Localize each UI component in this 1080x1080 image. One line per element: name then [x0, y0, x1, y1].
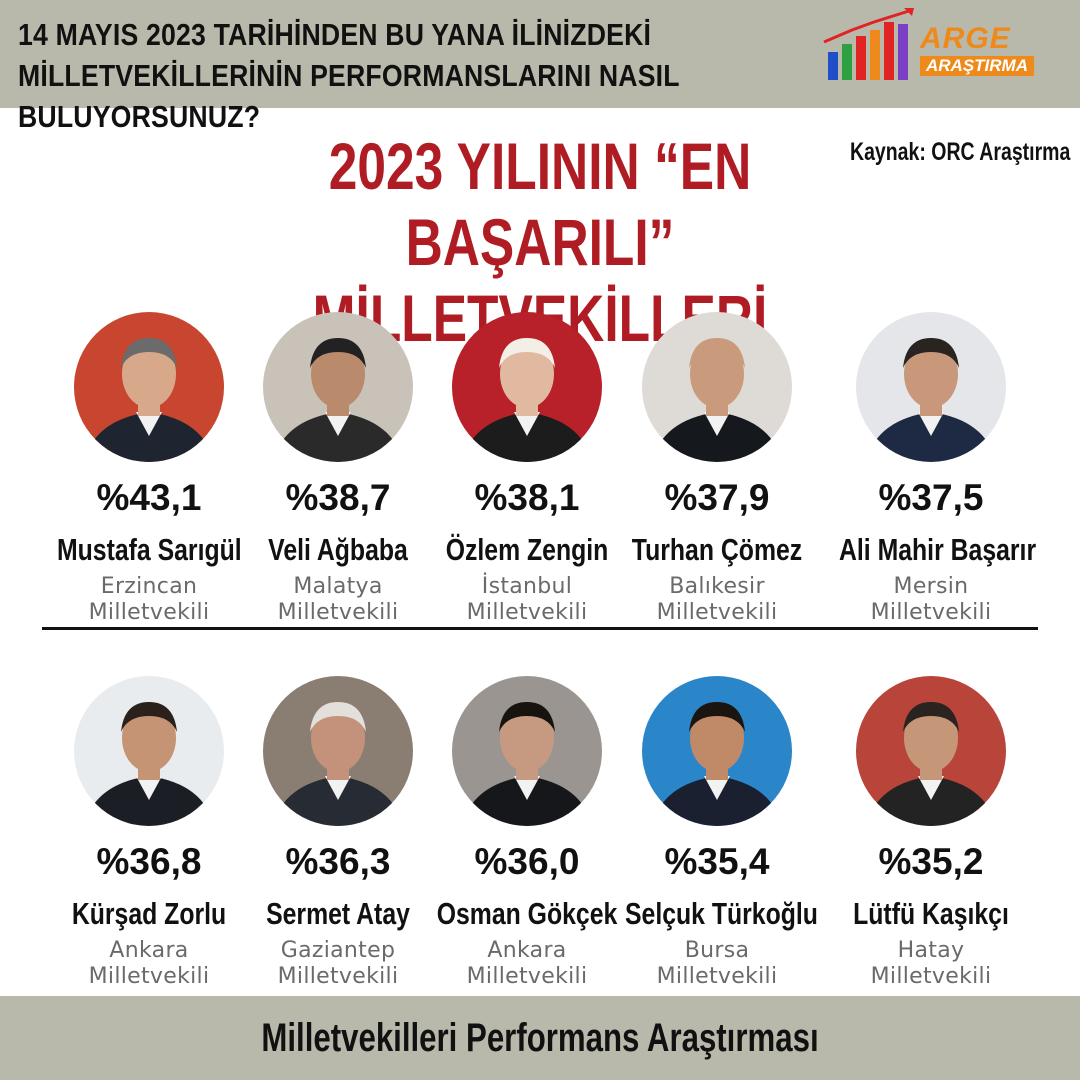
deputy-name: Veli Ağbaba [268, 532, 408, 567]
deputy-role: Milletvekili [277, 600, 399, 625]
deputy-percentage: %35,4 [664, 841, 770, 882]
deputy-photo [856, 676, 1006, 826]
person-portrait-icon [263, 676, 413, 826]
bar-chart-logo-icon [823, 8, 914, 80]
survey-question: 14 MAYIS 2023 TARİHİNDEN BU YANA İLİNİZD… [18, 14, 697, 137]
deputy-city: Bursa [684, 938, 750, 963]
deputy-card: %35,2 Lütfü Kaşıkçı Hatay Milletvekili [836, 676, 1026, 996]
deputy-city: Ankara [109, 938, 189, 963]
deputy-photo [74, 312, 224, 462]
deputy-name: Sermet Atay [266, 896, 410, 931]
row-divider [42, 627, 1038, 630]
deputy-photo [263, 676, 413, 826]
person-portrait-icon [263, 312, 413, 462]
deputy-percentage: %37,5 [878, 477, 984, 518]
deputy-role: Milletvekili [466, 964, 588, 989]
deputy-card: %36,3 Sermet Atay Gaziantep Milletvekili [243, 676, 433, 996]
deputy-role: Milletvekili [88, 600, 210, 625]
deputy-card: %36,0 Osman Gökçek Ankara Milletvekili [432, 676, 622, 996]
deputy-card: %38,1 Özlem Zengin İstanbul Milletvekili [432, 312, 622, 632]
deputy-photo [263, 312, 413, 462]
deputy-role: Milletvekili [277, 964, 399, 989]
deputy-percentage: %36,3 [285, 841, 391, 882]
deputy-card: %36,8 Kürşad Zorlu Ankara Milletvekili [54, 676, 244, 996]
footer-title: Milletvekilleri Performans Araştırması [261, 1016, 819, 1060]
deputy-city: İstanbul [481, 574, 573, 599]
person-portrait-icon [74, 676, 224, 826]
deputy-percentage: %38,1 [474, 477, 580, 518]
deputy-percentage: %35,2 [878, 841, 984, 882]
deputy-name: Kürşad Zorlu [71, 896, 227, 931]
survey-question-line-2: MİLLETVEKİLLERİNİN PERFORMANSLARINI NASI… [18, 58, 680, 134]
survey-question-line-1: 14 MAYIS 2023 TARİHİNDEN BU YANA İLİNİZD… [18, 17, 652, 52]
deputy-percentage: %36,0 [474, 841, 580, 882]
logo-wordmark: ARGE [920, 22, 1011, 55]
deputy-photo [642, 312, 792, 462]
deputy-role: Milletvekili [88, 964, 210, 989]
deputy-name: Özlem Zengin [445, 532, 609, 567]
deputy-percentage: %43,1 [96, 477, 202, 518]
deputy-card: %38,7 Veli Ağbaba Malatya Milletvekili [243, 312, 433, 632]
person-portrait-icon [74, 312, 224, 462]
logo-subtitle: ARAŞTIRMA [920, 56, 1034, 76]
deputy-card: %37,5 Ali Mahir Başarır Mersin Milletvekili [836, 312, 1037, 632]
deputy-name: Selçuk Türkoğlu [625, 896, 818, 931]
deputy-photo [74, 676, 224, 826]
deputy-name: Lütfü Kaşıkçı [853, 896, 1009, 931]
source-label: Kaynak: ORC Araştırma [850, 138, 1071, 166]
deputy-percentage: %36,8 [96, 841, 202, 882]
deputy-name: Mustafa Sarıgül [57, 532, 242, 567]
deputy-role: Milletvekili [656, 600, 778, 625]
deputy-card: %35,4 Selçuk Türkoğlu Bursa Milletvekili [622, 676, 818, 996]
deputy-name: Turhan Çömez [631, 532, 803, 567]
page-title-line-1: 2023 YILININ “EN BAŞARILI” [328, 129, 752, 279]
deputy-percentage: %38,7 [285, 477, 391, 518]
deputy-name: Osman Gökçek [436, 896, 618, 931]
deputy-city: Ankara [487, 938, 567, 963]
bottom-banner: Milletvekilleri Performans Araştırması [0, 996, 1080, 1080]
person-portrait-icon [856, 676, 1006, 826]
deputies-row-1: %43,1 Mustafa Sarıgül Erzincan Milletvekili… [0, 312, 1080, 632]
deputy-role: Milletvekili [870, 600, 992, 625]
deputy-name: Ali Mahir Başarır [839, 532, 1037, 567]
arge-logo: ARGE ARAŞTIRMA [822, 6, 1042, 86]
deputy-photo [856, 312, 1006, 462]
deputy-city: Malatya [293, 574, 383, 599]
person-portrait-icon [452, 312, 602, 462]
deputy-role: Milletvekili [466, 600, 588, 625]
deputy-card: %43,1 Mustafa Sarıgül Erzincan Milletvekili [54, 312, 244, 632]
person-portrait-icon [642, 312, 792, 462]
deputy-city: Gaziantep [280, 938, 396, 963]
deputy-city: Balıkesir [669, 574, 765, 599]
deputy-photo [452, 312, 602, 462]
deputy-card: %37,9 Turhan Çömez Balıkesir Milletvekili [622, 312, 812, 632]
person-portrait-icon [452, 676, 602, 826]
person-portrait-icon [642, 676, 792, 826]
deputy-city: Erzincan [100, 574, 198, 599]
person-portrait-icon [856, 312, 1006, 462]
deputy-percentage: %37,9 [664, 477, 770, 518]
deputy-city: Hatay [897, 938, 965, 963]
top-banner: 14 MAYIS 2023 TARİHİNDEN BU YANA İLİNİZD… [0, 0, 1080, 134]
deputy-city: Mersin [893, 574, 969, 599]
deputy-role: Milletvekili [656, 964, 778, 989]
deputy-photo [452, 676, 602, 826]
deputies-row-2: %36,8 Kürşad Zorlu Ankara Milletvekili %36,3… [0, 676, 1080, 996]
deputy-role: Milletvekili [870, 964, 992, 989]
deputy-photo [642, 676, 792, 826]
